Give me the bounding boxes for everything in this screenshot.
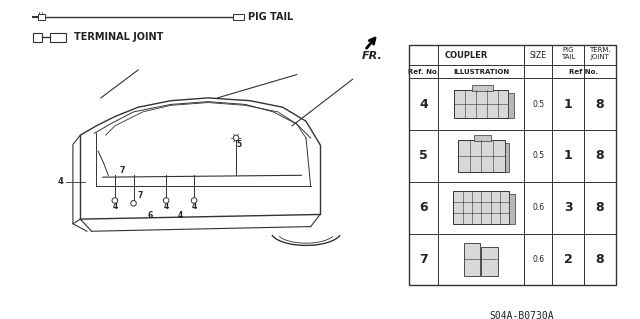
Bar bbox=[408, 45, 616, 285]
Text: 3: 3 bbox=[564, 201, 572, 214]
Bar bbox=[458, 140, 504, 172]
Text: 6: 6 bbox=[419, 201, 428, 214]
Bar bbox=[454, 90, 508, 118]
Bar bbox=[453, 191, 509, 225]
Text: TERM.
JOINT: TERM. JOINT bbox=[589, 47, 611, 60]
Text: PIG TAIL: PIG TAIL bbox=[248, 12, 294, 22]
Text: 0.5: 0.5 bbox=[532, 100, 544, 109]
Circle shape bbox=[131, 200, 136, 206]
Bar bbox=[38, 14, 45, 19]
Text: FR.: FR. bbox=[362, 51, 383, 61]
Text: 5: 5 bbox=[419, 149, 428, 162]
Text: 4: 4 bbox=[191, 202, 196, 211]
Text: 2: 2 bbox=[564, 253, 572, 266]
Text: 7: 7 bbox=[419, 253, 428, 266]
Bar bbox=[504, 143, 509, 172]
Bar bbox=[33, 33, 42, 42]
Circle shape bbox=[112, 198, 118, 203]
Text: Ref No.: Ref No. bbox=[570, 69, 598, 75]
Bar bbox=[509, 194, 515, 225]
Text: 8: 8 bbox=[595, 253, 604, 266]
Bar bbox=[481, 247, 498, 276]
Text: 0.5: 0.5 bbox=[532, 152, 544, 160]
Text: 8: 8 bbox=[595, 98, 604, 111]
Text: COUPLER: COUPLER bbox=[445, 50, 488, 60]
Text: 8: 8 bbox=[595, 201, 604, 214]
Text: 0.6: 0.6 bbox=[532, 203, 544, 212]
Bar bbox=[508, 93, 514, 118]
Text: S04A-B0730A: S04A-B0730A bbox=[489, 311, 554, 319]
Bar bbox=[234, 14, 244, 19]
Text: 4: 4 bbox=[177, 211, 183, 220]
Text: 1: 1 bbox=[564, 149, 572, 162]
Text: 4: 4 bbox=[58, 177, 63, 186]
Bar bbox=[49, 33, 67, 42]
Text: SIZE: SIZE bbox=[530, 50, 547, 60]
Bar bbox=[474, 135, 491, 141]
Text: 8: 8 bbox=[595, 149, 604, 162]
Text: 0.6: 0.6 bbox=[532, 255, 544, 264]
Bar bbox=[472, 85, 493, 91]
Text: 5: 5 bbox=[236, 140, 241, 149]
Text: TERMINAL JOINT: TERMINAL JOINT bbox=[74, 32, 163, 42]
Text: 4: 4 bbox=[164, 202, 169, 211]
Text: 7: 7 bbox=[138, 191, 143, 200]
Circle shape bbox=[234, 135, 239, 141]
Bar bbox=[463, 243, 481, 276]
Text: 1: 1 bbox=[564, 98, 572, 111]
Text: 4: 4 bbox=[112, 202, 118, 211]
Text: Ref. No.: Ref. No. bbox=[408, 69, 439, 75]
Circle shape bbox=[191, 198, 197, 203]
Text: ILLUSTRATION: ILLUSTRATION bbox=[453, 69, 509, 75]
Circle shape bbox=[163, 198, 169, 203]
Text: PIG
TAIL: PIG TAIL bbox=[561, 47, 575, 60]
Text: 4: 4 bbox=[419, 98, 428, 111]
Text: 7: 7 bbox=[120, 166, 125, 175]
Text: 6: 6 bbox=[148, 211, 153, 220]
